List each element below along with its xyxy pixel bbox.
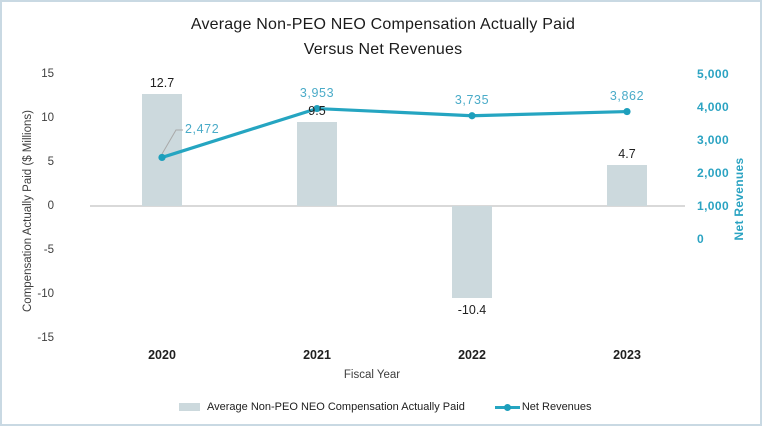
point-label-leader-line <box>161 129 183 155</box>
point-value-label-2022: 3,735 <box>454 92 490 107</box>
right-axis-tick-5000: 5,000 <box>697 67 730 81</box>
net-revenues-point-2022 <box>468 112 476 120</box>
point-value-label-2020: 2,472 <box>185 122 220 136</box>
right-axis-tick-3000: 3,000 <box>697 133 730 147</box>
bar-value-label-2023: 4.7 <box>618 146 636 161</box>
bar-2023 <box>607 164 647 206</box>
left-axis-tick--15: -15 <box>37 332 54 344</box>
x-axis-category-2020: 2020 <box>148 348 176 362</box>
left-axis-tick--5: -5 <box>43 244 54 256</box>
net-revenues-point-2020 <box>158 153 166 162</box>
zero-gridline <box>90 205 685 207</box>
chart-title-line2: Versus Net Revenues <box>303 41 463 58</box>
x-axis-category-2022: 2022 <box>458 348 486 362</box>
bar-value-label-2021: 9.5 <box>308 104 326 119</box>
x-axis-category-2021: 2021 <box>303 348 331 362</box>
chart-title-line1: Average Non-PEO NEO Compensation Actuall… <box>190 16 576 33</box>
legend-bar-swatch-icon <box>179 403 200 411</box>
x-axis-category-2023: 2023 <box>613 348 641 362</box>
bar-2022 <box>452 206 492 298</box>
left-axis-tick-15: 15 <box>41 68 54 80</box>
left-axis-tick-0: 0 <box>47 200 54 212</box>
left-axis-tick--10: -10 <box>37 288 54 300</box>
point-value-label-2023: 3,862 <box>609 88 645 103</box>
legend-line-marker-icon <box>503 403 511 411</box>
bar-value-label-2022: -10.4 <box>457 302 487 317</box>
net-revenues-point-2023 <box>623 107 631 116</box>
legend: Average Non-PEO NEO Compensation Actuall… <box>179 399 592 415</box>
point-value-label-2021: 3,953 <box>299 85 335 100</box>
right-axis-tick-1000: 1,000 <box>697 199 730 213</box>
left-axis-tick-5: 5 <box>47 156 54 168</box>
right-axis-tick-4000: 4,000 <box>697 100 730 114</box>
left-axis-tick-10: 10 <box>41 112 54 124</box>
legend-line-label: Net Revenues <box>521 401 592 413</box>
bar-2020 <box>142 94 182 206</box>
net-revenues-line <box>161 106 628 159</box>
legend-line-swatch-icon <box>494 403 520 411</box>
legend-bar-label: Average Non-PEO NEO Compensation Actuall… <box>207 401 465 413</box>
x-axis-title: Fiscal Year <box>343 369 401 381</box>
right-axis-tick-0: 0 <box>697 232 705 246</box>
net-revenues-point-2021 <box>313 104 321 113</box>
bar-value-label-2020: 12.7 <box>149 76 175 91</box>
chart-title: Average Non-PEO NEO Compensation Actuall… <box>2 12 760 62</box>
bar-2021 <box>297 122 337 206</box>
right-axis-tick-2000: 2,000 <box>697 166 730 180</box>
